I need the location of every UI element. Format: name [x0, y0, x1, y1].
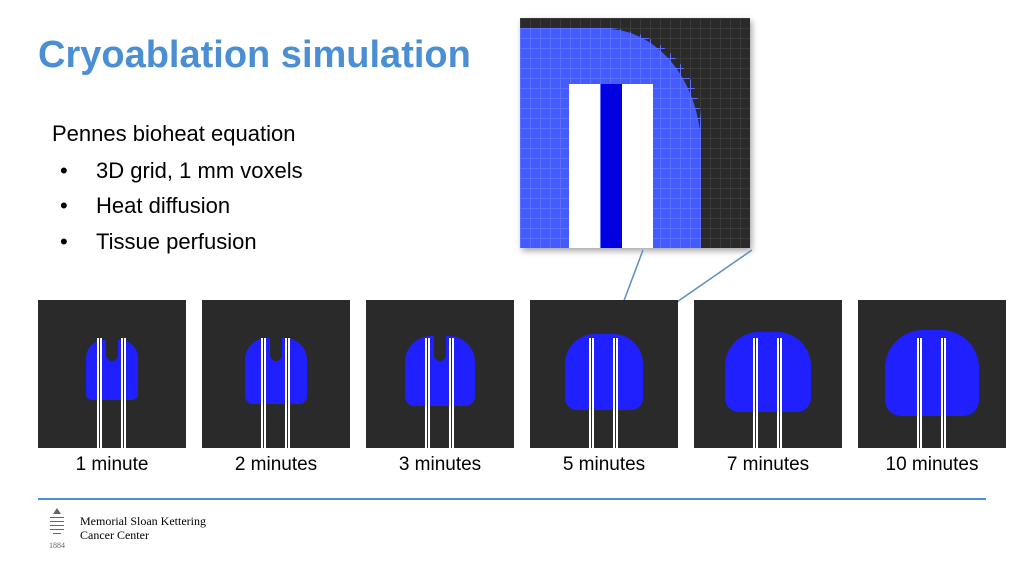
list-item: 3D grid, 1 mm voxels: [52, 153, 303, 188]
simulation-frame: 3 minutes: [366, 300, 514, 476]
simulation-frame: 10 minutes: [858, 300, 1006, 476]
probe-inner: [263, 338, 264, 448]
probe-inner: [123, 338, 124, 448]
probe-inner: [451, 338, 452, 448]
simulation-frame: 2 minutes: [202, 300, 350, 476]
iceball: [885, 330, 979, 416]
iceball: [725, 332, 811, 412]
frame-image: [694, 300, 842, 448]
iceball-notch: [106, 340, 118, 361]
frame-image: [530, 300, 678, 448]
iceball: [565, 334, 643, 410]
frame-image: [38, 300, 186, 448]
probe-inner: [755, 338, 756, 448]
frame-label: 1 minute: [38, 454, 186, 476]
zoom-probe-left: [569, 84, 600, 248]
probe-inner: [99, 338, 100, 448]
iceball-notch: [270, 338, 282, 361]
frame-label: 10 minutes: [858, 454, 1006, 476]
frame-label: 3 minutes: [366, 454, 514, 476]
frame-label: 5 minutes: [530, 454, 678, 476]
footer-org-line1: Memorial Sloan Kettering: [80, 514, 206, 528]
footer-rule: [38, 498, 986, 500]
list-item: Heat diffusion: [52, 188, 303, 223]
footer-text: Memorial Sloan Kettering Cancer Center: [80, 514, 206, 543]
body-heading: Pennes bioheat equation: [52, 116, 303, 151]
footer-org-line2: Cancer Center: [80, 528, 206, 542]
callout-lines: [0, 0, 1024, 576]
frame-image: [202, 300, 350, 448]
logo-year: 1884: [49, 541, 65, 550]
body-text: Pennes bioheat equation 3D grid, 1 mm vo…: [52, 116, 303, 259]
simulation-frame: 7 minutes: [694, 300, 842, 476]
zoom-inset: [520, 18, 750, 248]
frame-label: 2 minutes: [202, 454, 350, 476]
list-item: Tissue perfusion: [52, 224, 303, 259]
probe-inner: [943, 338, 944, 448]
logo-icon: 1884: [46, 508, 68, 548]
zoom-core-strip: [601, 84, 622, 248]
slide: Cryoablation simulation Pennes bioheat e…: [0, 0, 1024, 576]
frame-image: [858, 300, 1006, 448]
thumbnail-row: 1 minute 2 minutes 3 minutes 5 minutes 7 min…: [38, 300, 1006, 476]
probe-inner: [919, 338, 920, 448]
frame-image: [366, 300, 514, 448]
probe-inner: [287, 338, 288, 448]
slide-title: Cryoablation simulation: [38, 34, 471, 77]
footer-logo: 1884 Memorial Sloan Kettering Cancer Cen…: [46, 508, 206, 548]
frame-label: 7 minutes: [694, 454, 842, 476]
simulation-frame: 5 minutes: [530, 300, 678, 476]
probe-inner: [779, 338, 780, 448]
bullet-list: 3D grid, 1 mm voxels Heat diffusion Tiss…: [52, 153, 303, 259]
iceball-notch: [434, 336, 446, 361]
simulation-frame: 1 minute: [38, 300, 186, 476]
probe-inner: [591, 338, 592, 448]
probe-inner: [615, 338, 616, 448]
probe-inner: [427, 338, 428, 448]
zoom-probe-right: [622, 84, 653, 248]
